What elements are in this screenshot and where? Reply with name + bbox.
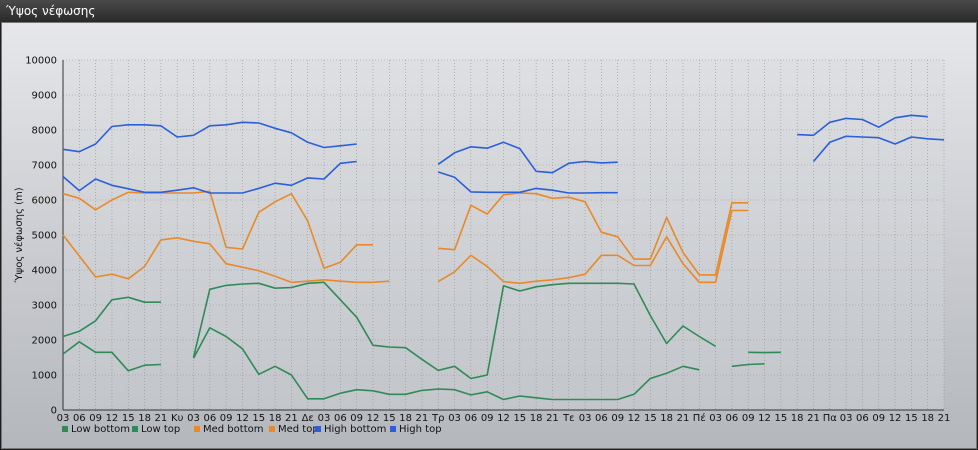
x-tick-label: 21 <box>677 413 690 424</box>
x-tick-label: 15 <box>252 413 265 424</box>
x-tick-label: 03 <box>318 413 331 424</box>
series-line-med-bottom <box>62 209 749 285</box>
x-tick-label: 12 <box>367 413 380 424</box>
x-tick-label: 15 <box>122 413 135 424</box>
x-tick-label: Κυ <box>171 413 184 424</box>
x-tick-label: 06 <box>726 413 739 424</box>
x-tick-label: 12 <box>889 413 902 424</box>
y-tick-label: 4000 <box>32 266 57 277</box>
x-tick-label: Πα <box>823 413 838 424</box>
x-tick-label: 06 <box>595 413 608 424</box>
legend-label: Med bottom <box>203 424 263 435</box>
x-tick-label: 15 <box>905 413 918 424</box>
x-tick-label: 03 <box>448 413 461 424</box>
series-line-low-bottom <box>62 327 765 401</box>
legend-swatch <box>269 426 275 432</box>
legend-swatch <box>390 426 396 432</box>
y-tick-label: 1000 <box>32 371 57 382</box>
x-tick-label: 18 <box>138 413 151 424</box>
legend-label: Med top <box>278 424 319 435</box>
legend-swatch <box>132 426 138 432</box>
x-tick-label: 09 <box>89 413 102 424</box>
y-tick-label: 0 <box>51 406 57 417</box>
x-tick-label: 09 <box>481 413 494 424</box>
legend-label: Low top <box>141 424 180 435</box>
x-tick-label: 06 <box>856 413 869 424</box>
x-tick-label: 18 <box>791 413 804 424</box>
x-tick-label: 03 <box>709 413 722 424</box>
x-tick-label: 15 <box>383 413 396 424</box>
x-tick-label: 06 <box>465 413 478 424</box>
x-tick-label: Τρ <box>431 413 444 424</box>
y-tick-label: 3000 <box>32 301 57 312</box>
x-tick-label: 03 <box>187 413 200 424</box>
legend-label: Low bottom <box>71 424 130 435</box>
x-tick-label: 18 <box>660 413 673 424</box>
x-tick-label: 21 <box>285 413 298 424</box>
y-tick-label: 9000 <box>32 91 57 102</box>
x-tick-label: 12 <box>236 413 249 424</box>
y-tick-label: 10000 <box>25 56 57 67</box>
x-tick-label: 09 <box>872 413 885 424</box>
x-tick-label: 12 <box>758 413 771 424</box>
series-line-low-top <box>62 281 781 380</box>
chart-panel <box>1 22 977 449</box>
series-line-med-top <box>62 190 749 276</box>
x-tick-label: 12 <box>106 413 119 424</box>
x-tick-label: 06 <box>73 413 86 424</box>
x-tick-label: 06 <box>203 413 216 424</box>
y-axis-label: Ύψος νέφωσης (m) <box>13 187 25 283</box>
y-tick-label: 8000 <box>32 126 57 137</box>
x-tick-label: Τε <box>562 413 575 424</box>
y-tick-label: 7000 <box>32 161 57 172</box>
y-tick-label: 5000 <box>32 231 57 242</box>
window-title: Ύψος νέφωσης <box>0 0 978 22</box>
x-tick-label: 15 <box>644 413 657 424</box>
x-tick-label: 03 <box>57 413 70 424</box>
series-line-high-bottom <box>62 135 945 194</box>
x-tick-label: 03 <box>579 413 592 424</box>
x-tick-label: 21 <box>155 413 168 424</box>
x-tick-label: 12 <box>497 413 510 424</box>
x-tick-label: 15 <box>774 413 787 424</box>
x-tick-label: 21 <box>938 413 951 424</box>
x-tick-label: 21 <box>416 413 429 424</box>
x-tick-label: 09 <box>350 413 363 424</box>
y-tick-label: 6000 <box>32 196 57 207</box>
legend-swatch <box>315 426 321 432</box>
x-tick-label: 09 <box>742 413 755 424</box>
x-tick-label: 18 <box>530 413 543 424</box>
x-tick-label: Πέ <box>693 412 706 424</box>
x-tick-label: 18 <box>269 413 282 424</box>
series-line-high-top <box>62 114 928 174</box>
x-tick-label: 18 <box>921 413 934 424</box>
x-tick-label: Δε <box>302 413 314 424</box>
x-tick-label: 15 <box>513 413 526 424</box>
x-tick-label: 09 <box>611 413 624 424</box>
legend-label: High top <box>399 424 442 435</box>
x-tick-label: 09 <box>220 413 233 424</box>
legend-label: High bottom <box>324 424 386 435</box>
x-tick-label: 06 <box>334 413 347 424</box>
y-tick-label: 2000 <box>32 336 57 347</box>
legend-swatch <box>194 426 200 432</box>
x-tick-label: 03 <box>840 413 853 424</box>
x-tick-label: 12 <box>628 413 641 424</box>
legend-swatch <box>62 426 68 432</box>
x-tick-label: 21 <box>546 413 559 424</box>
x-tick-label: 18 <box>399 413 412 424</box>
x-tick-label: 21 <box>807 413 820 424</box>
